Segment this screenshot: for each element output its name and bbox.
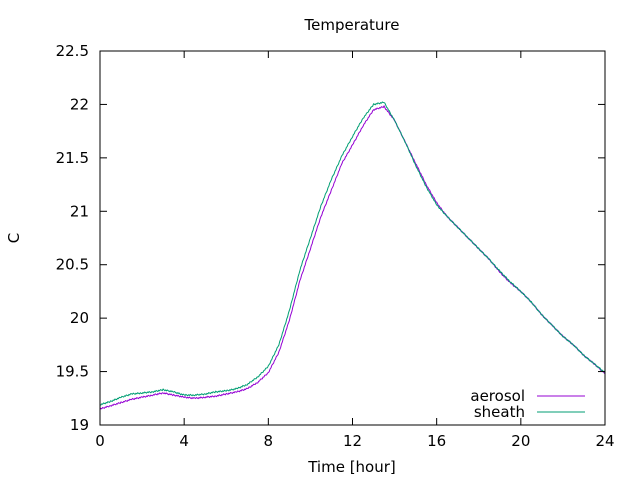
x-tick-label: 4 xyxy=(179,432,189,450)
x-tick-label: 16 xyxy=(427,432,446,450)
legend-label: aerosol xyxy=(470,387,525,405)
x-axis: 0 4 8 12 16 20 24 xyxy=(95,51,615,450)
plot-frame xyxy=(99,50,606,426)
y-tick-label: 19.5 xyxy=(56,363,89,381)
y-axis: 19 19.5 20 20.5 21 21.5 22 22.5 xyxy=(56,42,605,434)
y-tick-label: 21 xyxy=(70,202,89,220)
legend-label: sheath xyxy=(474,403,525,421)
x-tick-label: 20 xyxy=(511,432,530,450)
x-tick-label: 12 xyxy=(343,432,362,450)
y-tick-label: 22 xyxy=(70,95,89,113)
x-tick-label: 24 xyxy=(595,432,614,450)
series-line-aerosol xyxy=(99,104,606,410)
y-tick-label: 21.5 xyxy=(56,149,89,167)
y-axis-title: C xyxy=(5,233,23,243)
x-axis-title: Time [hour] xyxy=(307,458,396,476)
plot-lines xyxy=(99,101,606,410)
x-tick-label: 8 xyxy=(264,432,274,450)
y-tick-label: 22.5 xyxy=(56,42,89,60)
series-line-sheath xyxy=(99,101,606,406)
y-tick-label: 20 xyxy=(70,309,89,327)
chart-title: Temperature xyxy=(303,16,399,34)
x-tick-label: 0 xyxy=(95,432,105,450)
y-tick-label: 20.5 xyxy=(56,256,89,274)
y-tick-label: 19 xyxy=(70,416,89,434)
